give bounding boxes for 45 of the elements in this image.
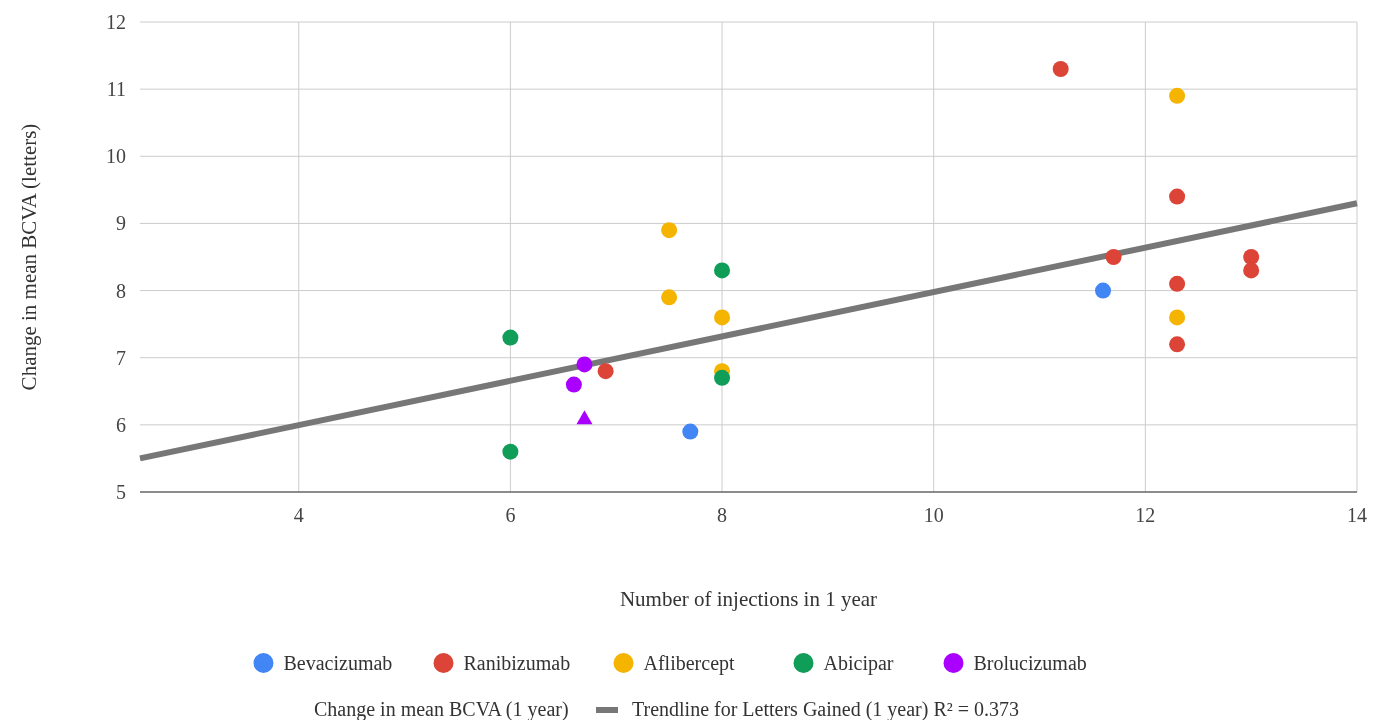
x-tick-label: 6 [505,504,516,526]
y-tick-label: 9 [116,212,126,235]
legend-label: Ranibizumab [463,652,571,674]
point [714,369,731,386]
y-axis-title: Change in mean BCVA (letters) [17,123,41,391]
point [1169,87,1186,104]
legend-label: Aflibercept [643,652,736,675]
y-tick-label: 12 [106,11,126,33]
point [661,222,678,239]
point [1052,61,1069,77]
y-tick-label: 7 [116,346,126,369]
point [597,363,614,380]
y-tick-label: 11 [106,78,126,101]
point [661,289,678,306]
y-tick-label: 6 [116,413,126,436]
point [714,262,731,279]
point [1243,262,1260,279]
x-tick-label: 12 [1135,504,1156,526]
point [1243,249,1260,265]
legend-label: Brolucizumab [973,652,1087,674]
point [714,309,731,326]
x-tick-label: 10 [923,504,944,526]
point [502,443,519,460]
legend-label: Trendline for Letters Gained (1 year) R² = 0.373 [632,698,1019,720]
x-axis-title: Number of injections in 1 year [619,587,878,611]
point [1169,275,1186,292]
point [1169,309,1186,326]
point [576,356,593,373]
point [682,423,699,440]
point [1095,282,1112,299]
y-tick-label: 8 [116,279,126,302]
point [1105,249,1122,265]
legend-label: Bevacizumab [283,652,393,674]
x-tick-label: 8 [717,504,728,526]
point [576,410,593,425]
point [502,329,519,346]
x-tick-label: 4 [293,504,304,526]
x-tick-label: 14 [1347,504,1367,526]
point [1169,188,1186,205]
point [1169,336,1186,353]
y-tick-label: 5 [116,481,126,503]
y-tick-label: 10 [106,145,126,168]
legend-label: Abicipar [823,652,894,675]
text: Change in mean BCVA (1 year) [314,698,569,720]
point [565,376,582,393]
